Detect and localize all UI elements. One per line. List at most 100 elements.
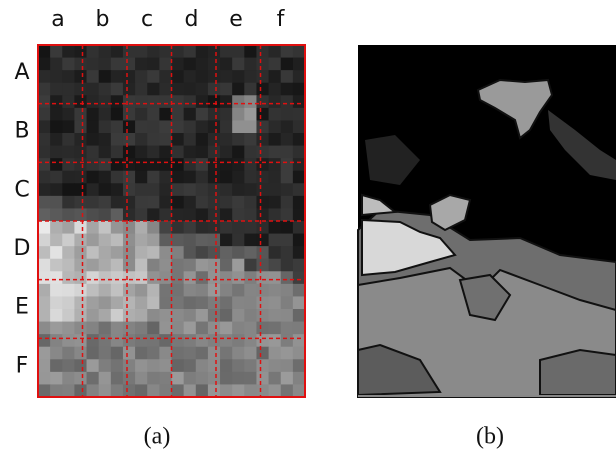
pixel xyxy=(50,334,63,348)
pixel xyxy=(122,258,136,272)
pixel xyxy=(86,45,100,59)
pixel xyxy=(86,296,100,310)
pixel xyxy=(38,334,51,348)
pixel xyxy=(232,258,245,272)
pixel xyxy=(232,246,245,260)
pixel xyxy=(50,45,63,59)
pixel xyxy=(122,283,136,297)
pixel xyxy=(50,346,63,360)
pixel xyxy=(98,158,112,172)
pixel xyxy=(195,170,209,184)
pixel xyxy=(98,95,112,109)
pixel xyxy=(268,45,282,59)
pixel xyxy=(86,283,100,297)
pixel xyxy=(244,133,257,147)
pixel xyxy=(292,133,306,147)
pixel xyxy=(171,334,185,348)
pixel xyxy=(147,384,160,398)
pixel xyxy=(159,321,172,335)
pixel xyxy=(38,359,51,373)
pixel xyxy=(38,45,51,59)
pixel xyxy=(110,145,124,159)
pixel xyxy=(147,283,160,297)
pixel xyxy=(171,170,185,184)
pixel xyxy=(292,170,306,184)
pixel xyxy=(244,246,257,260)
pixel xyxy=(220,296,233,310)
pixel xyxy=(268,107,282,121)
pixel xyxy=(135,271,148,285)
pixel xyxy=(159,158,172,172)
pixel xyxy=(159,82,172,96)
pixel xyxy=(171,346,185,360)
pixel xyxy=(256,107,270,121)
pixel xyxy=(280,321,294,335)
pixel xyxy=(50,57,63,71)
pixel xyxy=(195,45,209,59)
pixel xyxy=(98,321,112,335)
pixel xyxy=(98,258,112,272)
pixel xyxy=(135,95,148,109)
pixel xyxy=(38,233,51,247)
pixel xyxy=(280,133,294,147)
pixel xyxy=(74,309,88,323)
pixel xyxy=(147,82,160,96)
pixel xyxy=(280,145,294,159)
pixel xyxy=(74,57,88,71)
pixel xyxy=(280,233,294,247)
pixel xyxy=(62,321,75,335)
pixel xyxy=(171,283,185,297)
pixel xyxy=(183,45,197,59)
pixel xyxy=(268,195,282,209)
pixel xyxy=(122,170,136,184)
pixel xyxy=(135,334,148,348)
pixel xyxy=(244,57,257,71)
pixel xyxy=(159,296,172,310)
pixel xyxy=(280,296,294,310)
pixel xyxy=(268,258,282,272)
pixel xyxy=(135,170,148,184)
pixel xyxy=(195,346,209,360)
pixel xyxy=(110,45,124,59)
pixel xyxy=(256,82,270,96)
pixel xyxy=(147,57,160,71)
pixel xyxy=(98,359,112,373)
pixel xyxy=(207,258,221,272)
pixel xyxy=(244,70,257,84)
pixel xyxy=(207,133,221,147)
pixel xyxy=(244,309,257,323)
pixel xyxy=(207,70,221,84)
pixel xyxy=(195,82,209,96)
pixel xyxy=(159,371,172,385)
pixel xyxy=(232,183,245,197)
pixel xyxy=(183,309,197,323)
pixel xyxy=(183,258,197,272)
pixel xyxy=(183,321,197,335)
pixel xyxy=(207,359,221,373)
pixel xyxy=(110,57,124,71)
labels: a b c d e f A B C D E F (a) (b) xyxy=(14,7,504,450)
pixel xyxy=(135,384,148,398)
pixel xyxy=(74,283,88,297)
pixel xyxy=(183,233,197,247)
pixel xyxy=(280,283,294,297)
pixel xyxy=(232,158,245,172)
pixel xyxy=(268,158,282,172)
pixel xyxy=(62,45,75,59)
pixel xyxy=(50,208,63,222)
pixel xyxy=(207,296,221,310)
pixel xyxy=(38,145,51,159)
pixel xyxy=(110,170,124,184)
pixel xyxy=(62,384,75,398)
pixel xyxy=(159,57,172,71)
pixel xyxy=(159,283,172,297)
pixel xyxy=(220,371,233,385)
pixel xyxy=(74,45,88,59)
pixel xyxy=(122,346,136,360)
pixel xyxy=(171,309,185,323)
pixel xyxy=(244,296,257,310)
pixel xyxy=(147,321,160,335)
pixel xyxy=(171,371,185,385)
pixel xyxy=(62,246,75,260)
